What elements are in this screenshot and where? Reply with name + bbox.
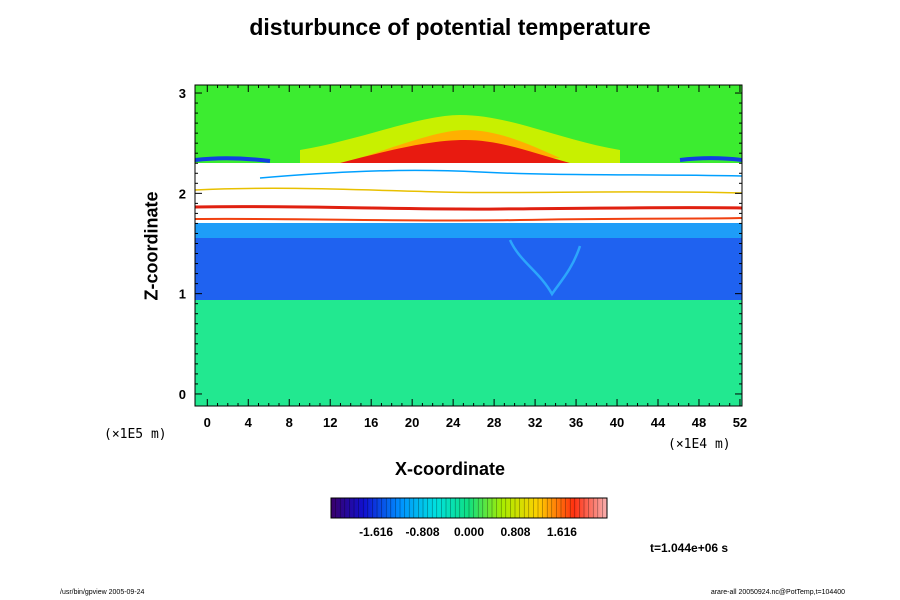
footer-left: /usr/bin/gpview 2005-09-24 — [60, 589, 145, 596]
time-annotation: t=1.044e+06 s — [650, 541, 729, 555]
field-red-band — [340, 140, 570, 163]
field-cyan-streak-1 — [259, 169, 742, 179]
x-tick-label: 24 — [446, 415, 461, 430]
y-axis-title: Z-coordinate — [141, 191, 162, 301]
x-tick-label: 48 — [692, 415, 706, 430]
y-axis-unit: (×1E5 m) — [104, 427, 167, 442]
colorbar — [330, 497, 608, 519]
field-red-streak-1 — [195, 205, 742, 211]
chart-title: disturbunce of potential temperature — [249, 14, 651, 40]
field-yellow-streak-1 — [195, 187, 742, 194]
y-axis-ticks: 0 1 2 3 — [179, 86, 742, 402]
y-tick-label: 3 — [179, 86, 186, 101]
x-tick-label: 16 — [364, 415, 378, 430]
field-mid-upper-layer — [195, 222, 742, 238]
x-tick-label: 4 — [245, 415, 253, 430]
colorbar-lines — [335, 498, 603, 518]
x-tick-label: 28 — [487, 415, 501, 430]
field-blue-streak-2 — [679, 156, 742, 162]
x-tick-label: 44 — [651, 415, 666, 430]
x-tick-label: 40 — [610, 415, 624, 430]
footer-right: arare-all 20050924.nc@PotTemp,t=104400 — [710, 589, 845, 596]
colorbar-tick-label: 0.000 — [454, 525, 484, 539]
field-plume — [508, 239, 582, 297]
field-mid-layer — [195, 237, 742, 300]
colorbar-tick-label: 0.808 — [500, 525, 530, 539]
x-tick-label: 8 — [286, 415, 293, 430]
colorbar-tick-label: -0.808 — [406, 525, 440, 539]
x-tick-label: 0 — [204, 415, 211, 430]
field-lower-layer — [195, 300, 742, 406]
y-tick-label: 0 — [179, 387, 186, 402]
heatmap-field — [195, 85, 742, 406]
field-blue-streak-1 — [195, 156, 271, 163]
x-tick-label: 32 — [528, 415, 542, 430]
x-axis-title: X-coordinate — [394, 459, 505, 479]
x-tick-label: 12 — [323, 415, 337, 430]
x-axis-unit: (×1E4 m) — [668, 437, 731, 452]
plot-frame — [194, 84, 743, 407]
colorbar-ticks: -1.616 -0.808 0.000 0.808 1.616 — [359, 525, 577, 539]
y-tick-label: 1 — [179, 287, 186, 302]
x-tick-label: 36 — [569, 415, 583, 430]
colorbar-frame — [330, 497, 608, 519]
x-tick-label: 52 — [733, 415, 747, 430]
colorbar-tick-label: 1.616 — [547, 525, 577, 539]
colorbar-tick-label: -1.616 — [359, 525, 393, 539]
y-tick-label: 2 — [179, 186, 186, 201]
field-red-streak-2 — [195, 217, 742, 222]
x-tick-label: 20 — [405, 415, 419, 430]
x-axis-ticks: 0 4 8 12 16 20 24 28 32 36 40 44 48 52 — [204, 85, 747, 430]
